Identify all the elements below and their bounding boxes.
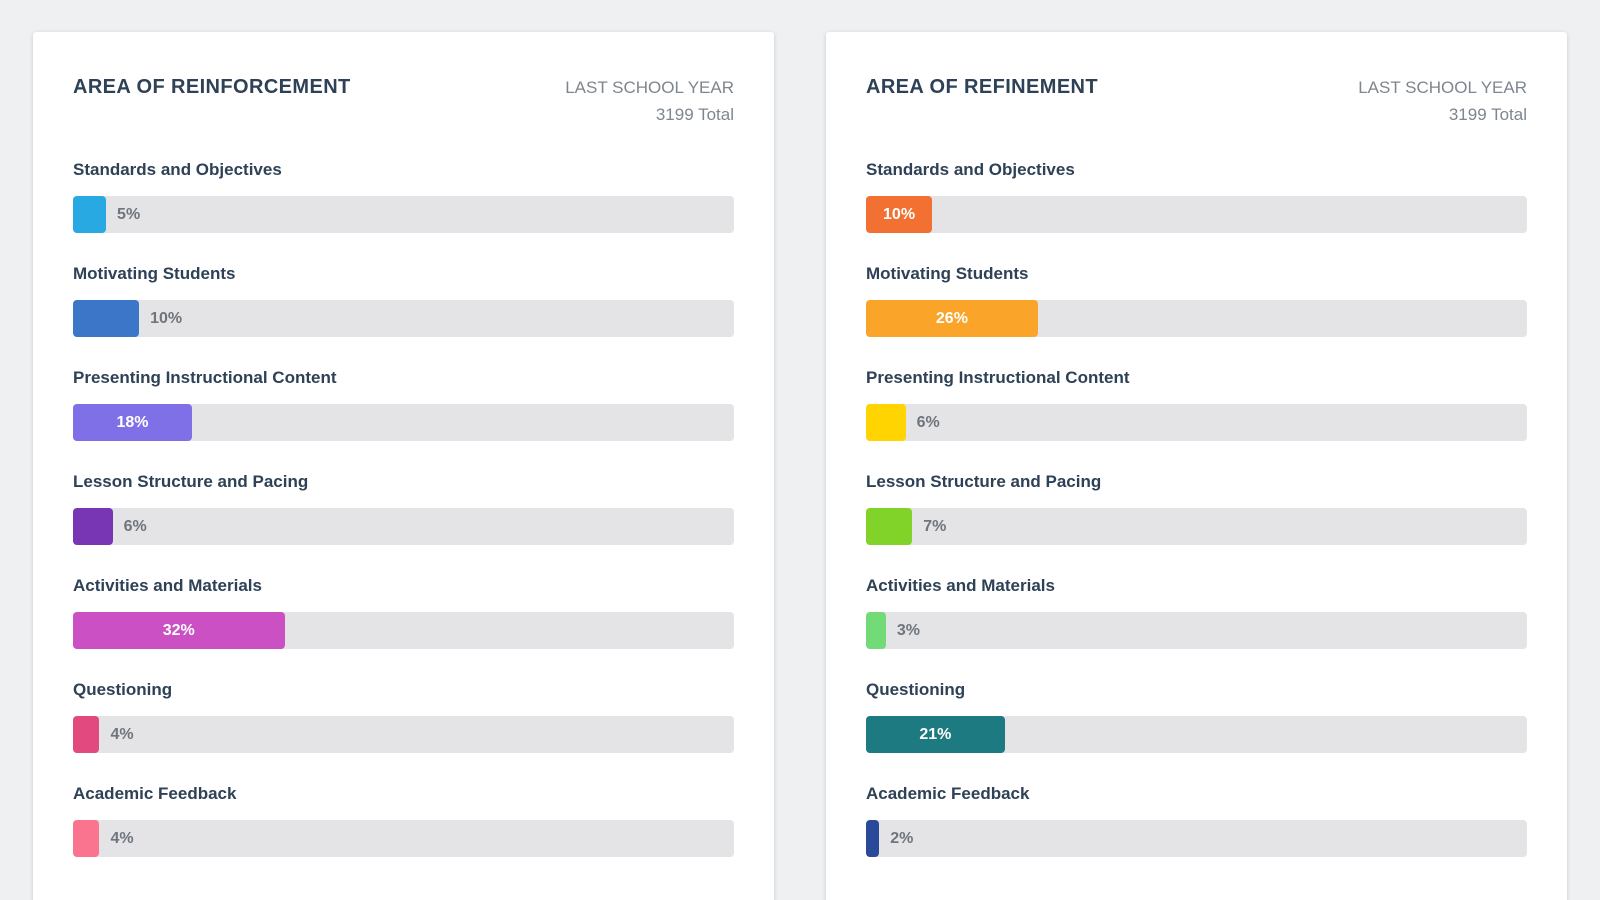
bar-fill — [866, 612, 886, 649]
bar-value-label: 10% — [150, 309, 183, 327]
bar-track: 10% — [866, 196, 1527, 233]
category-label: Questioning — [73, 680, 173, 699]
area-of-refinement-card: AREA OF REFINEMENT LAST SCHOOL YEAR 3199… — [826, 32, 1567, 900]
total-count: 3199 Total — [1448, 105, 1527, 124]
bar-fill: 32% — [73, 612, 285, 649]
bar-row: Standards and Objectives 10% — [866, 160, 1527, 233]
bar-track: 6% — [73, 508, 734, 545]
category-label: Presenting Instructional Content — [866, 368, 1130, 387]
bar-row: Activities and Materials 3% — [866, 576, 1527, 649]
period-block: LAST SCHOOL YEAR 3199 Total — [565, 74, 734, 128]
bar-value-label: 6% — [916, 413, 940, 431]
category-label: Presenting Instructional Content — [73, 368, 337, 387]
card-header: AREA OF REFINEMENT LAST SCHOOL YEAR 3199… — [866, 74, 1527, 128]
card-title: AREA OF REFINEMENT — [866, 76, 1099, 98]
bar-row: Lesson Structure and Pacing 6% — [73, 472, 734, 545]
bar-row: Motivating Students 10% — [73, 264, 734, 337]
category-label: Standards and Objectives — [73, 160, 282, 179]
bar-value-label: 2% — [890, 829, 914, 847]
bar-track: 4% — [73, 716, 734, 753]
bar-track: 2% — [866, 820, 1527, 857]
bar-fill — [73, 508, 113, 545]
category-label: Academic Feedback — [866, 784, 1030, 803]
bar-row: Presenting Instructional Content 18% — [73, 368, 734, 441]
bar-fill — [866, 820, 880, 857]
bar-track: 32% — [73, 612, 734, 649]
bar-row: Activities and Materials 32% — [73, 576, 734, 649]
category-label: Lesson Structure and Pacing — [866, 472, 1102, 491]
category-label: Motivating Students — [73, 264, 236, 283]
period-label: LAST SCHOOL YEAR — [1358, 78, 1527, 97]
bar-value-label: 21% — [919, 725, 952, 743]
bar-track: 4% — [73, 820, 734, 857]
bar-row: Standards and Objectives 5% — [73, 160, 734, 233]
bar-row: Questioning 21% — [866, 680, 1527, 753]
bar-track: 18% — [73, 404, 734, 441]
category-label: Academic Feedback — [73, 784, 237, 803]
bar-row: Academic Feedback 2% — [866, 784, 1527, 857]
card-header: AREA OF REINFORCEMENT LAST SCHOOL YEAR 3… — [73, 74, 734, 128]
period-label: LAST SCHOOL YEAR — [565, 78, 734, 97]
bar-value-label: 10% — [883, 205, 916, 223]
bar-fill — [73, 716, 100, 753]
bar-chart: Standards and Objectives 5% Motivating S… — [73, 160, 734, 857]
bar-value-label: 3% — [896, 621, 920, 639]
bar-fill — [866, 508, 913, 545]
category-label: Activities and Materials — [73, 576, 262, 595]
bar-value-label: 4% — [110, 725, 134, 743]
bar-value-label: 32% — [162, 621, 195, 639]
category-label: Motivating Students — [866, 264, 1029, 283]
category-label: Activities and Materials — [866, 576, 1055, 595]
bar-fill — [73, 196, 107, 233]
bar-row: Questioning 4% — [73, 680, 734, 753]
bar-row: Academic Feedback 4% — [73, 784, 734, 857]
bar-value-label: 18% — [116, 413, 149, 431]
bar-fill: 10% — [866, 196, 933, 233]
bar-fill — [866, 404, 906, 441]
bar-fill: 18% — [73, 404, 192, 441]
period-block: LAST SCHOOL YEAR 3199 Total — [1358, 74, 1527, 128]
card-title: AREA OF REINFORCEMENT — [73, 76, 351, 98]
bar-track: 3% — [866, 612, 1527, 649]
bar-row: Motivating Students 26% — [866, 264, 1527, 337]
category-label: Standards and Objectives — [866, 160, 1075, 179]
bar-value-label: 6% — [123, 517, 147, 535]
bar-chart: Standards and Objectives 10% Motivating … — [866, 160, 1527, 857]
bar-track: 10% — [73, 300, 734, 337]
bar-track: 6% — [866, 404, 1527, 441]
bar-track: 7% — [866, 508, 1527, 545]
bar-track: 5% — [73, 196, 734, 233]
bar-fill — [73, 820, 100, 857]
bar-track: 26% — [866, 300, 1527, 337]
category-label: Lesson Structure and Pacing — [73, 472, 309, 491]
bar-row: Presenting Instructional Content 6% — [866, 368, 1527, 441]
bar-track: 21% — [866, 716, 1527, 753]
bar-value-label: 5% — [117, 205, 141, 223]
bar-fill: 26% — [866, 300, 1038, 337]
total-count: 3199 Total — [655, 105, 734, 124]
bar-fill — [73, 300, 140, 337]
bar-row: Lesson Structure and Pacing 7% — [866, 472, 1527, 545]
bar-value-label: 4% — [110, 829, 134, 847]
bar-value-label: 7% — [923, 517, 947, 535]
category-label: Questioning — [866, 680, 966, 699]
bar-fill: 21% — [866, 716, 1005, 753]
area-of-reinforcement-card: AREA OF REINFORCEMENT LAST SCHOOL YEAR 3… — [33, 32, 774, 900]
bar-value-label: 26% — [935, 309, 968, 327]
